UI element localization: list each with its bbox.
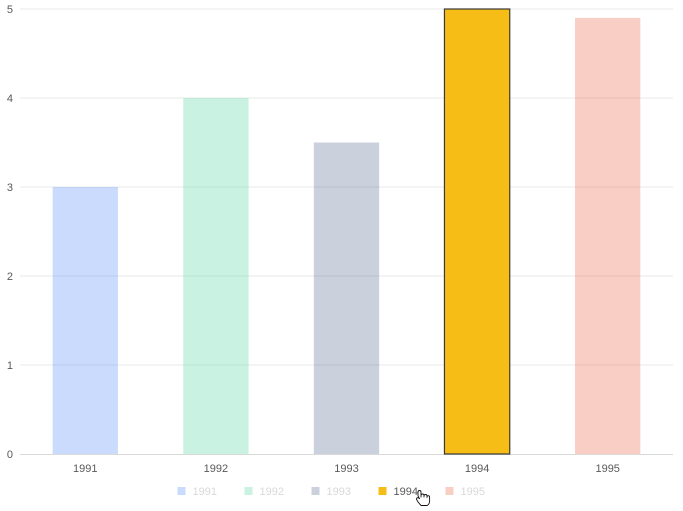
y-tick-label: 4 [7, 93, 13, 105]
axes: 0 1 2 3 4 5 [7, 4, 673, 461]
y-tick-label: 0 [7, 449, 13, 461]
bar-1993[interactable] [313, 142, 380, 455]
y-tick-label: 2 [7, 271, 13, 283]
legend-item-1993[interactable]: 1993 [311, 486, 351, 498]
legend-marker [244, 487, 253, 495]
x-tick-label: 1995 [595, 463, 619, 475]
bar-1991[interactable] [52, 187, 118, 454]
legend-label: 1991 [193, 486, 217, 498]
y-tick-label: 3 [7, 182, 13, 194]
legend-marker [311, 487, 320, 495]
x-tick-label: 1993 [334, 463, 358, 475]
grid-lines [20, 8, 673, 366]
x-tick-label: 1994 [465, 463, 489, 475]
legend-item-1994[interactable]: 1994 [378, 486, 418, 498]
x-tick-label: 1991 [73, 463, 97, 475]
bar-1995[interactable] [575, 17, 641, 455]
legend: 1991 1992 1993 1994 1995 [177, 486, 485, 498]
legend-item-1991[interactable]: 1991 [177, 486, 217, 498]
hand-pointer-icon [416, 490, 431, 506]
bars [52, 8, 641, 455]
x-axis-labels: 1991 1992 1993 1994 1995 [73, 463, 620, 475]
legend-label: 1993 [327, 486, 351, 498]
legend-label: 1994 [394, 486, 418, 498]
bar-1994[interactable] [443, 8, 511, 455]
legend-marker [177, 487, 186, 495]
legend-label: 1992 [260, 486, 284, 498]
y-tick-label: 5 [7, 4, 13, 16]
legend-item-1995[interactable]: 1995 [445, 486, 485, 498]
bar-1992[interactable] [183, 98, 249, 454]
x-tick-label: 1992 [204, 463, 228, 475]
hand-pointer-shape [416, 490, 431, 506]
legend-marker [378, 487, 387, 495]
y-tick-label: 1 [7, 360, 13, 372]
legend-marker [445, 487, 454, 495]
legend-label: 1995 [461, 486, 485, 498]
legend-item-1992[interactable]: 1992 [244, 486, 284, 498]
